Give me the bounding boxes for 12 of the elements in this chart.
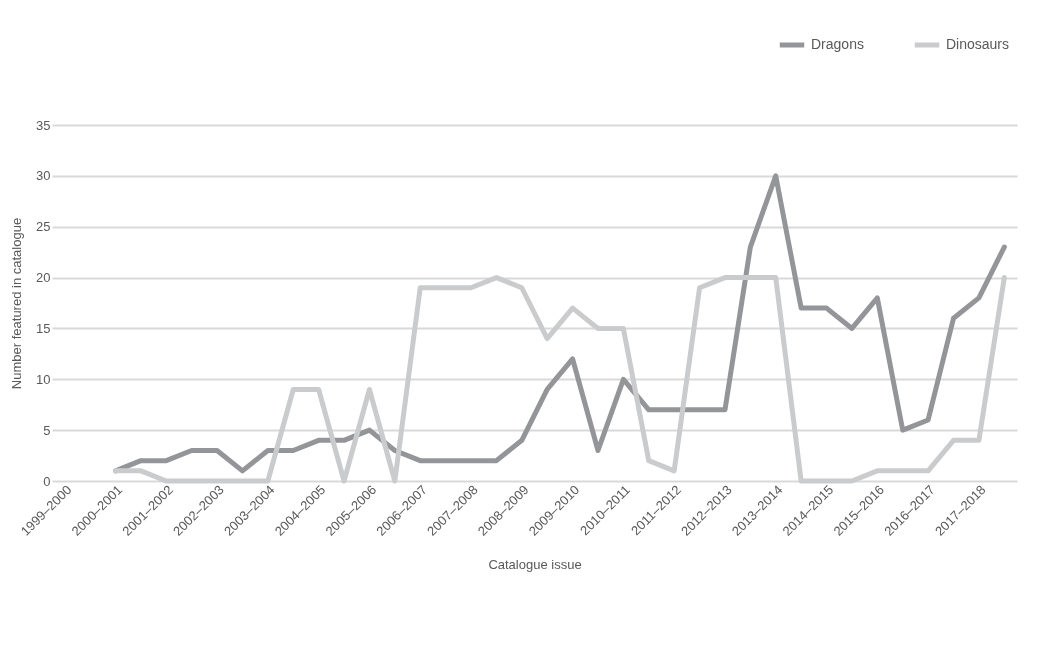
y-tick-label: 20 [36,270,51,286]
y-tick-label: 10 [36,371,51,387]
y-tick-label: 5 [43,422,51,438]
legend-label: Dragons [811,36,864,52]
y-tick-label: 30 [36,168,51,184]
y-tick-label: 0 [43,473,51,489]
y-tick-label: 25 [36,219,51,235]
y-axis-title: Number featured in catalogue [9,217,25,390]
y-tick-label: 15 [36,320,51,336]
y-tick-label: 35 [36,117,51,133]
x-axis-title: Catalogue issue [488,556,582,572]
legend-label: Dinosaurs [946,36,1010,52]
